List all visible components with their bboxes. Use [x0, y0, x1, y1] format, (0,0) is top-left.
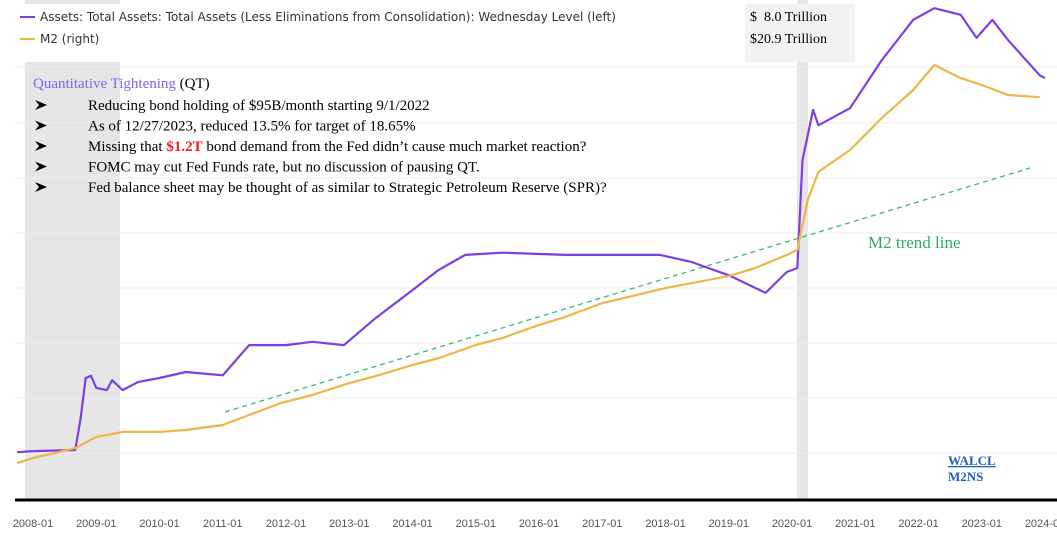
- x-tick-label: 2023-01: [962, 518, 1002, 530]
- notes-heading: Quantitative Tightening (QT): [33, 76, 210, 92]
- bullet-arrow: [35, 120, 47, 131]
- bullet-text: Missing that $1.2T bond demand from the …: [88, 139, 587, 155]
- x-tick-label: 2018-01: [645, 518, 685, 530]
- trend-label: M2 trend line: [868, 233, 961, 252]
- bullet-arrow: [35, 182, 47, 192]
- highlight: $1.2T: [166, 139, 202, 155]
- x-tick-label: 2008-01: [13, 518, 53, 530]
- x-tick-label: 2010-01: [139, 518, 179, 530]
- bullet-arrow: [35, 100, 47, 110]
- bullet-text: FOMC may cut Fed Funds rate, but no disc…: [88, 160, 480, 176]
- x-tick-label: 2022-01: [898, 518, 938, 530]
- legend-box: [15, 4, 745, 62]
- legend-label: M2 (right): [40, 32, 99, 46]
- x-tick-label: 2014-01: [392, 518, 432, 530]
- latest-value: $ 8.0 Trillion: [750, 10, 827, 25]
- series-line: [17, 7, 1046, 454]
- bullet-arrow: [35, 141, 47, 151]
- bullet-text: Reducing bond holding of $95B/month star…: [88, 98, 430, 114]
- x-tick-label: 2021-01: [835, 518, 875, 530]
- x-tick-label: 2015-01: [456, 518, 496, 530]
- x-tick-label: 2020-01: [772, 518, 812, 530]
- x-tick-label: 2013-01: [329, 518, 369, 530]
- bullet-text: Fed balance sheet may be thought of as s…: [88, 180, 607, 196]
- x-tick-label: 2017-01: [582, 518, 622, 530]
- recession-band: [25, 0, 120, 500]
- text-part: Missing that: [88, 139, 166, 155]
- link[interactable]: M2NS: [948, 469, 983, 484]
- x-tick-label: 2011-01: [203, 518, 243, 530]
- bullet-text: As of 12/27/2023, reduced 13.5% for targ…: [88, 119, 416, 135]
- text-part: bond demand from the Fed didn’t cause mu…: [203, 139, 587, 155]
- heading: Quantitative Tightening: [33, 76, 176, 92]
- recession-band: [797, 0, 808, 500]
- link[interactable]: WALCL: [948, 453, 996, 468]
- x-tick-label: 2024-01: [1025, 518, 1057, 530]
- x-tick-label: 2012-01: [266, 518, 306, 530]
- latest-value: $20.9 Trillion: [750, 32, 827, 47]
- series-line: [16, 63, 1040, 465]
- trend-line: [224, 167, 1031, 413]
- x-tick-label: 2009-01: [76, 518, 116, 530]
- x-tick-label: 2019-01: [709, 518, 749, 530]
- bullet-arrow: [35, 161, 47, 172]
- legend-label: Assets: Total Assets: Total Assets (Less…: [40, 10, 616, 24]
- heading-suffix: (QT): [180, 76, 210, 92]
- value-box: [745, 4, 855, 62]
- grid: [15, 66, 1057, 454]
- x-tick-label: 2016-01: [519, 518, 559, 530]
